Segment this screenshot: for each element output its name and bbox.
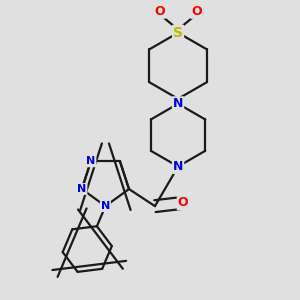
Text: O: O (191, 5, 202, 18)
Text: N: N (101, 201, 110, 211)
Text: N: N (173, 97, 183, 110)
Text: N: N (86, 156, 95, 166)
Text: O: O (154, 5, 165, 18)
Text: N: N (173, 160, 183, 173)
Text: S: S (173, 26, 183, 40)
Text: N: N (77, 184, 86, 194)
Text: O: O (178, 196, 188, 209)
